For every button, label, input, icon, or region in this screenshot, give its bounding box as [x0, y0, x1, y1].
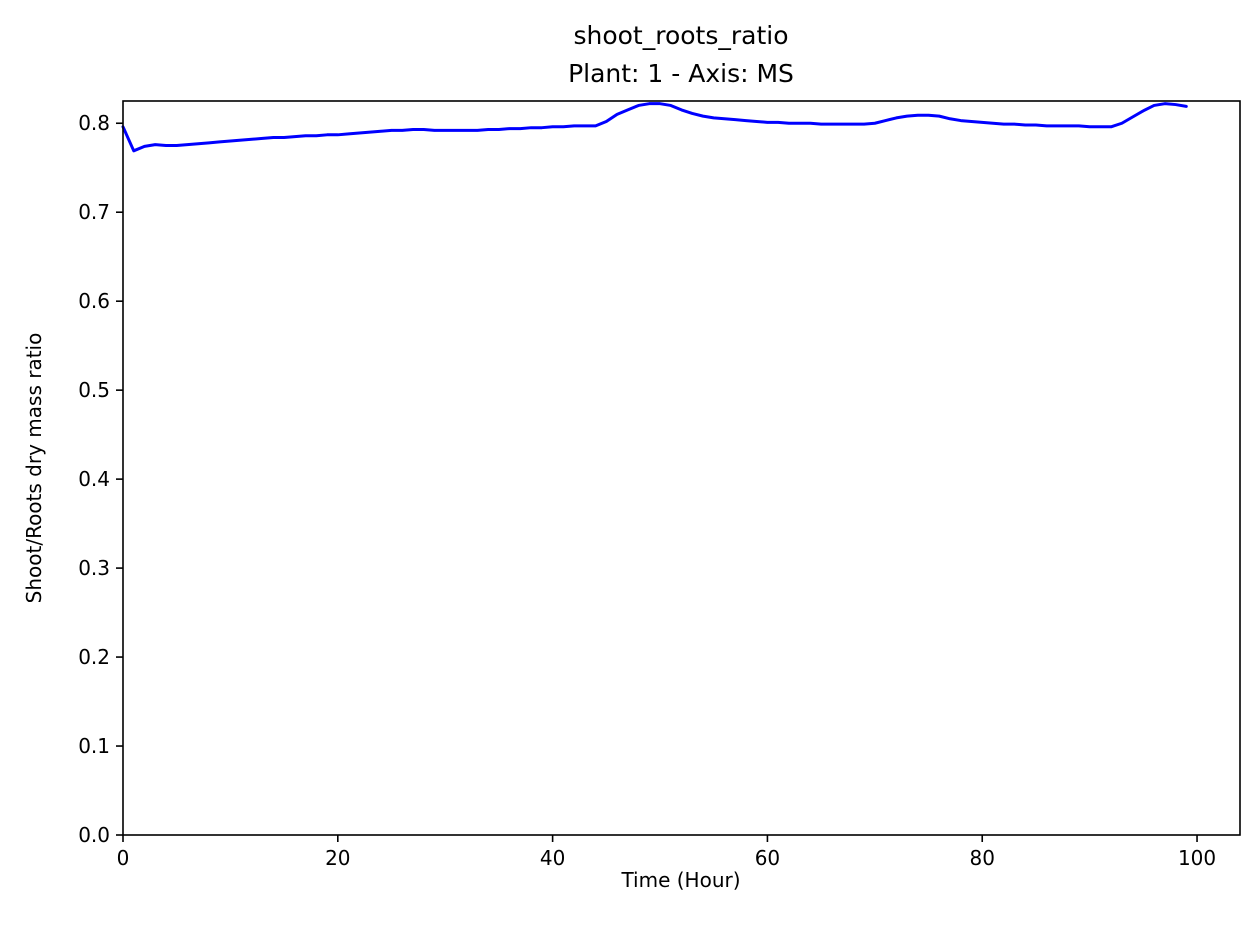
y-tick-label: 0.7 [78, 200, 110, 224]
x-tick-label: 100 [1178, 846, 1216, 870]
x-tick-label: 60 [755, 846, 780, 870]
y-tick-label: 0.3 [78, 556, 110, 580]
y-tick-label: 0.8 [78, 111, 110, 135]
y-tick-label: 0.2 [78, 645, 110, 669]
y-tick-label: 0.5 [78, 378, 110, 402]
y-axis: 0.0 0.1 0.2 0.3 0.4 0.5 0.6 0.7 0.8 [78, 111, 123, 847]
y-tick-label: 0.0 [78, 823, 110, 847]
x-tick-label: 0 [117, 846, 130, 870]
x-tick-label: 80 [970, 846, 995, 870]
x-tick-label: 20 [325, 846, 350, 870]
plot-area [123, 101, 1240, 835]
series-line [121, 102, 1188, 153]
y-axis-label: Shoot/Roots dry mass ratio [22, 333, 46, 604]
chart-title: shoot_roots_ratio [573, 21, 788, 50]
plot-frame [122, 100, 1241, 836]
y-tick-label: 0.1 [78, 734, 110, 758]
x-axis: 0 20 40 60 80 100 [117, 835, 1216, 870]
x-axis-label: Time (Hour) [620, 868, 740, 892]
y-tick-label: 0.6 [78, 289, 110, 313]
chart-subtitle: Plant: 1 - Axis: MS [568, 59, 794, 88]
y-tick-label: 0.4 [78, 467, 110, 491]
x-tick-label: 40 [540, 846, 565, 870]
